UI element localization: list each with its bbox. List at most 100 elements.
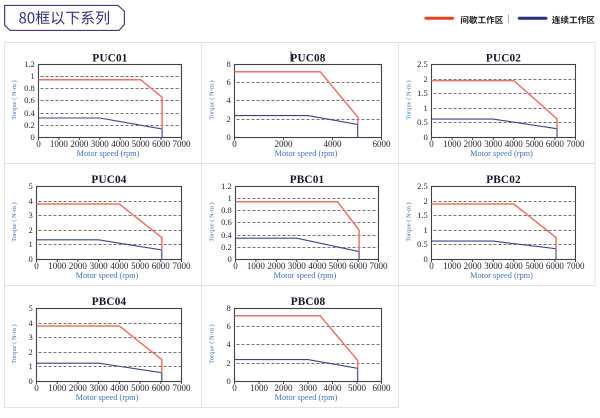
svg-text:0.5: 0.5 xyxy=(417,239,428,249)
svg-text:PBC01: PBC01 xyxy=(290,174,325,186)
svg-text:0: 0 xyxy=(28,254,32,264)
svg-text:6000: 6000 xyxy=(546,139,565,149)
svg-text:0.5: 0.5 xyxy=(417,117,428,127)
svg-text:PUC08: PUC08 xyxy=(290,52,325,64)
svg-text:8: 8 xyxy=(226,303,230,313)
svg-text:4000: 4000 xyxy=(505,139,524,149)
svg-text:4000: 4000 xyxy=(111,139,130,149)
svg-text:5: 5 xyxy=(28,181,32,191)
svg-text:0: 0 xyxy=(34,261,39,271)
svg-text:Motor speed (rpm): Motor speed (rpm) xyxy=(275,149,338,158)
svg-text:0: 0 xyxy=(233,261,238,271)
svg-text:3000: 3000 xyxy=(484,261,503,271)
svg-text:PBC08: PBC08 xyxy=(291,296,326,308)
svg-text:Torque ( N-m ): Torque ( N-m ) xyxy=(406,80,413,119)
svg-text:7000: 7000 xyxy=(567,261,586,271)
svg-text:1000: 1000 xyxy=(443,139,462,149)
svg-text:1000: 1000 xyxy=(443,261,462,271)
svg-text:6000: 6000 xyxy=(152,261,171,271)
svg-text:6: 6 xyxy=(226,321,230,331)
svg-text:PUC04: PUC04 xyxy=(91,174,126,186)
svg-text:4: 4 xyxy=(226,95,231,105)
svg-text:1.2: 1.2 xyxy=(24,59,35,69)
svg-text:6000: 6000 xyxy=(152,383,171,393)
svg-text:Motor speed (rpm): Motor speed (rpm) xyxy=(76,393,139,402)
svg-text:PBC04: PBC04 xyxy=(92,296,127,308)
svg-text:0.4: 0.4 xyxy=(24,108,35,118)
svg-text:2: 2 xyxy=(423,196,427,206)
svg-text:7000: 7000 xyxy=(567,139,586,149)
svg-text:2000: 2000 xyxy=(267,261,286,271)
svg-text:Motor speed (rpm): Motor speed (rpm) xyxy=(470,271,533,280)
svg-text:4000: 4000 xyxy=(324,139,343,149)
svg-text:7000: 7000 xyxy=(173,383,192,393)
svg-text:4000: 4000 xyxy=(110,261,129,271)
svg-text:0: 0 xyxy=(28,376,32,386)
svg-text:3000: 3000 xyxy=(288,261,307,271)
svg-text:Motor speed (rpm): Motor speed (rpm) xyxy=(76,271,139,280)
svg-text:Torque ( N-m ): Torque ( N-m ) xyxy=(406,202,413,241)
svg-text:2: 2 xyxy=(226,114,230,124)
svg-text:3: 3 xyxy=(28,210,32,220)
svg-text:0.8: 0.8 xyxy=(221,205,232,215)
svg-text:6000: 6000 xyxy=(349,261,368,271)
svg-text:2000: 2000 xyxy=(464,261,483,271)
svg-text:Torque ( N-m ): Torque ( N-m ) xyxy=(11,202,18,241)
svg-text:0: 0 xyxy=(36,139,41,149)
svg-text:Torque ( N-m ): Torque ( N-m ) xyxy=(209,202,216,241)
svg-text:5000: 5000 xyxy=(132,139,151,149)
svg-text:0.2: 0.2 xyxy=(221,242,232,252)
svg-text:0.6: 0.6 xyxy=(24,95,35,105)
svg-text:4: 4 xyxy=(28,196,33,206)
svg-text:3000: 3000 xyxy=(90,261,109,271)
svg-text:Torque ( N-m ): Torque ( N-m ) xyxy=(209,324,216,363)
svg-text:0: 0 xyxy=(232,383,237,393)
svg-text:2000: 2000 xyxy=(275,383,294,393)
svg-text:6000: 6000 xyxy=(546,261,565,271)
svg-text:1000: 1000 xyxy=(250,383,269,393)
svg-text:8: 8 xyxy=(226,59,230,69)
svg-text:2000: 2000 xyxy=(70,139,89,149)
svg-text:5000: 5000 xyxy=(348,383,367,393)
svg-text:2: 2 xyxy=(423,74,427,84)
svg-text:PUC01: PUC01 xyxy=(92,52,127,64)
svg-text:4000: 4000 xyxy=(110,383,129,393)
svg-text:4000: 4000 xyxy=(308,261,327,271)
svg-text:5000: 5000 xyxy=(329,261,348,271)
svg-text:4000: 4000 xyxy=(324,383,343,393)
svg-text:2: 2 xyxy=(28,225,32,235)
svg-text:Motor speed (rpm): Motor speed (rpm) xyxy=(77,149,140,158)
svg-text:2000: 2000 xyxy=(69,383,88,393)
svg-text:5000: 5000 xyxy=(525,261,544,271)
svg-text:0: 0 xyxy=(423,254,427,264)
svg-text:1: 1 xyxy=(30,71,34,81)
svg-text:6000: 6000 xyxy=(373,383,392,393)
svg-text:1.5: 1.5 xyxy=(417,210,428,220)
svg-text:2000: 2000 xyxy=(69,261,88,271)
svg-text:3000: 3000 xyxy=(90,383,109,393)
svg-text:2.5: 2.5 xyxy=(417,59,428,69)
svg-text:0: 0 xyxy=(429,261,434,271)
svg-text:6: 6 xyxy=(226,77,230,87)
svg-text:2000: 2000 xyxy=(464,139,483,149)
svg-text:1: 1 xyxy=(28,361,32,371)
svg-text:Motor speed (rpm): Motor speed (rpm) xyxy=(470,149,533,158)
svg-text:0.2: 0.2 xyxy=(24,120,35,130)
svg-text:4: 4 xyxy=(28,318,33,328)
svg-text:5000: 5000 xyxy=(131,261,150,271)
svg-text:5000: 5000 xyxy=(131,383,150,393)
svg-text:1000: 1000 xyxy=(247,261,266,271)
svg-text:0: 0 xyxy=(30,132,34,142)
svg-text:0: 0 xyxy=(423,132,427,142)
svg-text:1: 1 xyxy=(227,193,231,203)
svg-text:5000: 5000 xyxy=(525,139,544,149)
svg-text:0: 0 xyxy=(226,376,230,386)
svg-text:0.4: 0.4 xyxy=(221,230,232,240)
svg-text:0: 0 xyxy=(232,139,237,149)
svg-text:1000: 1000 xyxy=(48,383,67,393)
svg-text:2.5: 2.5 xyxy=(417,181,428,191)
svg-text:1.5: 1.5 xyxy=(417,88,428,98)
svg-text:1: 1 xyxy=(423,225,427,235)
svg-text:4000: 4000 xyxy=(505,261,524,271)
svg-text:1000: 1000 xyxy=(50,139,69,149)
